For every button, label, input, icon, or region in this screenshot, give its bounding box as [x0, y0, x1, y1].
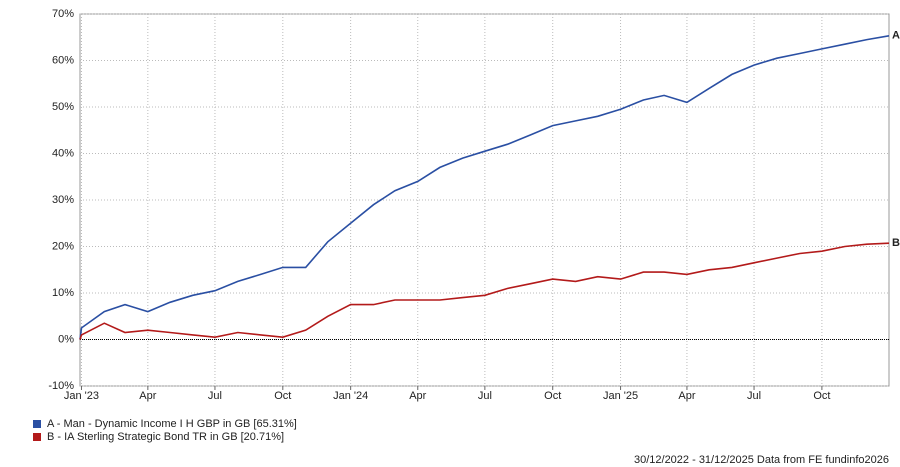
end-label: A: [892, 30, 900, 42]
x-tick-label: Jan '24: [333, 390, 368, 402]
legend-swatch: [33, 420, 41, 428]
x-tick-label: Oct: [813, 390, 830, 402]
legend-swatch: [33, 433, 41, 441]
footer: 30/12/2022 - 31/12/2025 Data from FE fun…: [634, 454, 889, 466]
series-line: [79, 242, 890, 340]
x-tick-label: Jul: [478, 390, 492, 402]
y-tick-label: -10%: [48, 380, 74, 392]
y-tick-label: 0%: [58, 333, 74, 345]
legend-label: B - IA Sterling Strategic Bond TR in GB …: [47, 431, 284, 443]
legend-label: A - Man - Dynamic Income I H GBP in GB […: [47, 418, 297, 430]
series-line: [79, 35, 890, 340]
x-tick-label: Oct: [274, 390, 291, 402]
x-tick-label: Jan '23: [64, 390, 99, 402]
y-tick-label: 20%: [52, 240, 74, 252]
x-tick-label: Jul: [747, 390, 761, 402]
y-tick-label: 30%: [52, 194, 74, 206]
end-label: B: [892, 237, 900, 249]
y-tick-label: 60%: [52, 54, 74, 66]
x-tick-label: Jan '25: [603, 390, 638, 402]
x-tick-label: Apr: [678, 390, 695, 402]
y-tick-label: 10%: [52, 287, 74, 299]
y-tick-label: 50%: [52, 101, 74, 113]
y-tick-label: 40%: [52, 147, 74, 159]
x-tick-label: Jul: [208, 390, 222, 402]
y-tick-label: 70%: [52, 8, 74, 20]
x-tick-label: Oct: [544, 390, 561, 402]
x-tick-label: Apr: [139, 390, 156, 402]
x-tick-label: Apr: [409, 390, 426, 402]
